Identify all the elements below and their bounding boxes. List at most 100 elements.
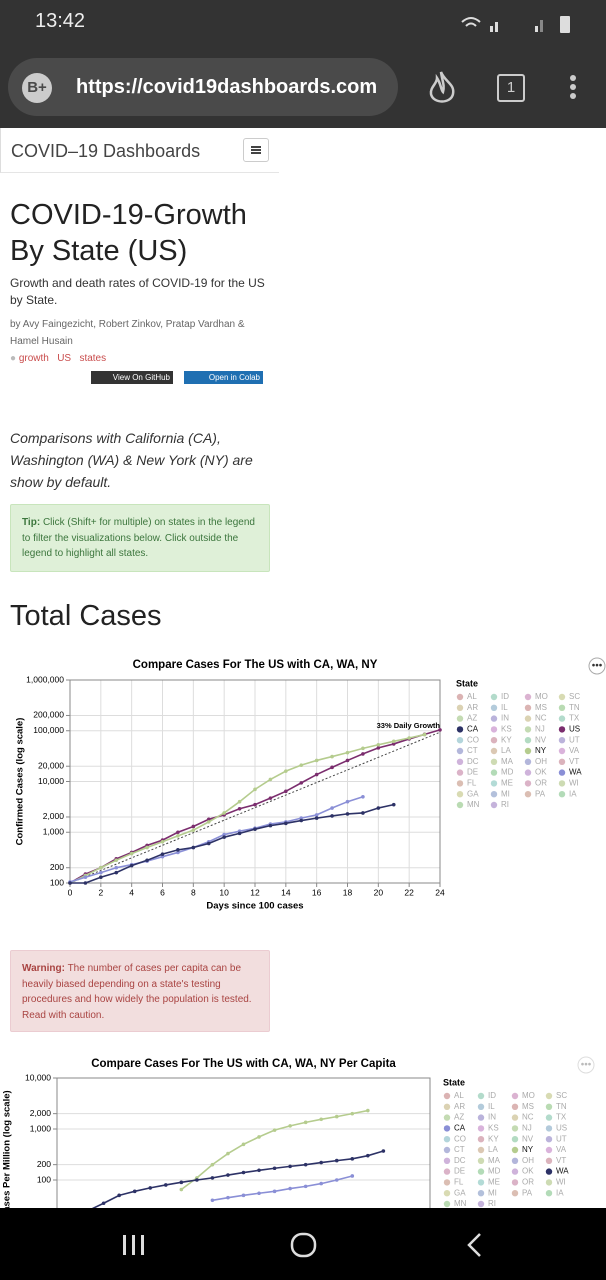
legend-label[interactable]: TN (569, 703, 580, 712)
legend-label[interactable]: US (556, 1124, 567, 1133)
tag[interactable]: growth (18, 353, 49, 364)
chart-menu[interactable]: ••• (577, 1056, 595, 1074)
legend-label[interactable]: KY (488, 1134, 499, 1143)
legend-label[interactable]: AR (467, 703, 478, 712)
tab-count[interactable]: 1 (497, 74, 525, 102)
url-bar[interactable]: B+ https://covid19dashboards.com (8, 58, 398, 116)
legend-label[interactable]: FL (467, 779, 477, 788)
legend-label[interactable]: AL (467, 692, 477, 701)
legend-label[interactable]: MD (488, 1167, 501, 1176)
legend-label[interactable]: MI (488, 1188, 497, 1197)
fire-icon[interactable] (425, 70, 459, 106)
legend-label[interactable]: KY (501, 735, 512, 744)
legend-label[interactable]: DE (467, 768, 478, 777)
legend-label[interactable]: NJ (535, 725, 545, 734)
legend-label[interactable]: TN (556, 1102, 567, 1111)
home-button[interactable] (290, 1232, 317, 1258)
legend-label[interactable]: KS (501, 725, 512, 734)
legend-label[interactable]: PA (522, 1188, 533, 1197)
legend-label[interactable]: LA (501, 746, 511, 755)
github-button[interactable]: View On GitHub (91, 371, 173, 384)
legend-label[interactable]: ME (488, 1178, 500, 1187)
legend-label[interactable]: OH (522, 1156, 534, 1165)
legend-label[interactable]: FL (454, 1178, 464, 1187)
legend-label[interactable]: WI (569, 779, 579, 788)
legend-label[interactable]: MO (535, 692, 548, 701)
legend-label[interactable]: SC (569, 692, 580, 701)
legend-label[interactable]: DC (454, 1156, 466, 1165)
legend-label[interactable]: NJ (522, 1124, 532, 1133)
legend-label[interactable]: SC (556, 1091, 567, 1100)
legend-label[interactable]: WA (569, 768, 582, 777)
legend-label[interactable]: OK (535, 768, 547, 777)
legend-label[interactable]: CT (467, 746, 478, 755)
legend-label[interactable]: NY (522, 1145, 534, 1154)
legend-label[interactable]: MD (501, 768, 514, 777)
legend-label[interactable]: MS (535, 703, 547, 712)
menu-button[interactable] (243, 138, 269, 162)
legend-label[interactable]: IL (501, 703, 508, 712)
legend-label[interactable]: MS (522, 1102, 534, 1111)
legend-label[interactable]: VT (556, 1156, 566, 1165)
legend-label[interactable]: OR (522, 1178, 534, 1187)
legend-label[interactable]: VA (569, 746, 580, 755)
legend-label[interactable]: WI (556, 1178, 566, 1187)
legend-label[interactable]: IA (556, 1188, 564, 1197)
legend-label[interactable]: TX (569, 714, 580, 723)
legend-label[interactable]: MN (467, 800, 480, 809)
legend-label[interactable]: UT (556, 1134, 567, 1143)
legend-label[interactable]: RI (501, 800, 509, 809)
legend-label[interactable]: US (569, 725, 580, 734)
legend-label[interactable]: CT (454, 1145, 465, 1154)
legend-label[interactable]: IN (501, 714, 509, 723)
legend-label[interactable]: OR (535, 779, 547, 788)
legend-label[interactable]: DC (467, 757, 479, 766)
legend-label[interactable]: IN (488, 1113, 496, 1122)
legend-label[interactable]: PA (535, 789, 546, 798)
legend-label[interactable]: CO (467, 735, 479, 744)
site-name[interactable]: COVID–19 Dashboards (11, 141, 201, 161)
legend-label[interactable]: MA (501, 757, 514, 766)
legend-label[interactable]: KS (488, 1124, 499, 1133)
back-button[interactable] (467, 1233, 481, 1257)
legend-label[interactable]: TX (556, 1113, 567, 1122)
legend-label[interactable]: UT (569, 735, 580, 744)
legend-label[interactable]: RI (488, 1199, 496, 1208)
recents-button[interactable] (123, 1235, 144, 1255)
legend-label[interactable]: OH (535, 757, 547, 766)
legend-label[interactable]: MO (522, 1091, 535, 1100)
legend-label[interactable]: IA (569, 789, 577, 798)
legend-label[interactable]: GA (454, 1188, 466, 1197)
legend-label[interactable]: ID (501, 692, 509, 701)
legend-label[interactable]: MI (501, 789, 510, 798)
legend-label[interactable]: NV (535, 735, 547, 744)
tag[interactable]: states (79, 353, 107, 364)
tag[interactable]: US (57, 353, 72, 364)
legend-label[interactable]: VA (556, 1145, 567, 1154)
legend-label[interactable]: GA (467, 789, 479, 798)
legend-label[interactable]: AL (454, 1091, 464, 1100)
legend-label[interactable]: MA (488, 1156, 501, 1165)
legend-label[interactable]: OK (522, 1167, 534, 1176)
chart-menu[interactable]: ••• (588, 657, 606, 675)
legend-label[interactable]: NV (522, 1134, 534, 1143)
legend-label[interactable]: WA (556, 1167, 569, 1176)
legend-label[interactable]: ME (501, 779, 513, 788)
url[interactable]: https://covid19dashboards.com (76, 76, 378, 98)
legend-label[interactable]: LA (488, 1145, 498, 1154)
legend-label[interactable]: NC (522, 1113, 534, 1122)
legend-label[interactable]: DE (454, 1167, 465, 1176)
legend-label[interactable]: ID (488, 1091, 496, 1100)
menu-icon[interactable] (566, 74, 580, 104)
legend-label[interactable]: MN (454, 1199, 467, 1208)
button-label[interactable]: View On GitHub (112, 373, 170, 382)
legend-label[interactable]: NC (535, 714, 547, 723)
legend-label[interactable]: AZ (454, 1113, 464, 1122)
button-label[interactable]: Open in Colab (208, 373, 260, 382)
legend-label[interactable]: AZ (467, 714, 477, 723)
legend-label[interactable]: NY (535, 746, 547, 755)
legend-label[interactable]: AR (454, 1102, 465, 1111)
legend-label[interactable]: VT (569, 757, 579, 766)
legend-label[interactable]: CA (454, 1124, 466, 1133)
profile-icon[interactable]: B+ (22, 73, 52, 103)
